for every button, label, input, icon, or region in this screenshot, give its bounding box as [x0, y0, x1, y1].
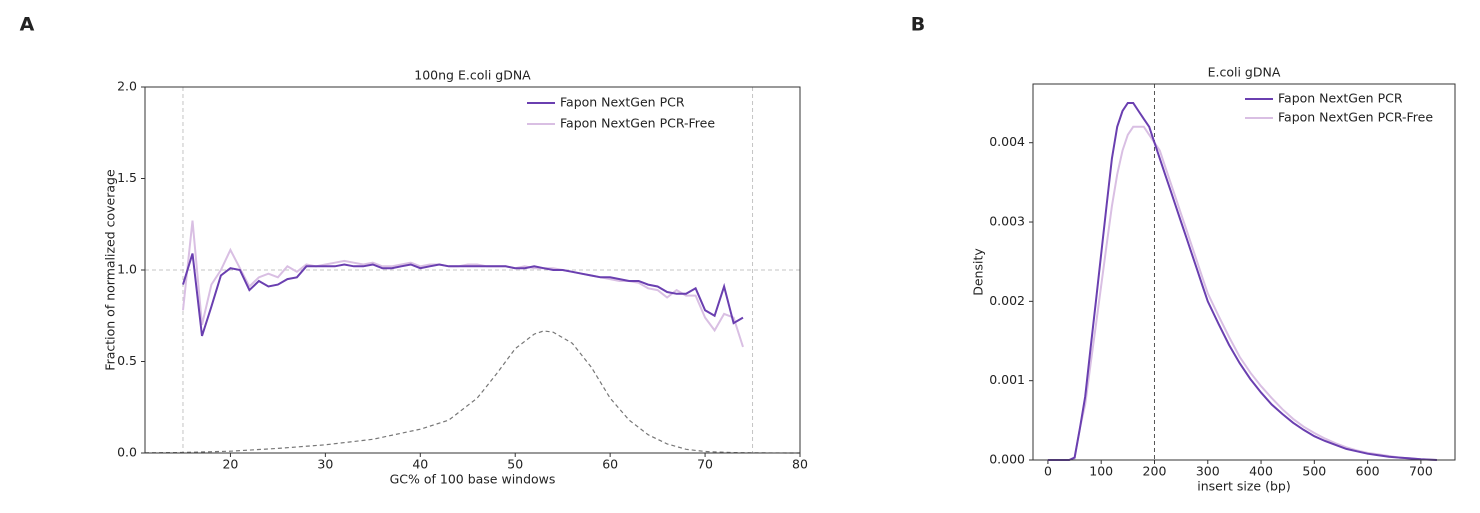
y-tick-label: 0.0	[117, 445, 137, 460]
x-tick-label: 100	[1089, 464, 1113, 479]
y-tick-label: 0.003	[989, 214, 1025, 229]
plot-frame	[1032, 83, 1456, 461]
x-tick-label: 500	[1302, 464, 1326, 479]
series-line	[1047, 102, 1437, 461]
y-tick-label: 0.5	[117, 353, 137, 368]
y-tick-label: 1.0	[117, 262, 137, 277]
legend-label: Fapon NextGen PCR	[560, 95, 685, 110]
x-tick-label: 30	[317, 457, 333, 472]
x-tick-label: 400	[1249, 464, 1273, 479]
series-line	[1047, 125, 1437, 461]
x-tick-label: 200	[1143, 464, 1167, 479]
panel-label: B	[911, 14, 925, 36]
chart-title: 100ng E.coli gDNA	[414, 68, 531, 83]
reference-curve	[144, 330, 801, 454]
panel-label: A	[20, 14, 35, 36]
legend-label: Fapon NextGen PCR	[1278, 91, 1403, 106]
chart-title: E.coli gDNA	[1208, 65, 1281, 80]
y-tick-label: 0.001	[989, 372, 1025, 387]
x-tick-label: 60	[602, 457, 618, 472]
x-tick-label: 50	[507, 457, 523, 472]
y-axis-label: Density	[971, 248, 986, 296]
x-tick-label: 70	[697, 457, 713, 472]
y-tick-label: 0.002	[989, 293, 1025, 308]
legend-label: Fapon NextGen PCR-Free	[560, 116, 715, 131]
x-axis-label: insert size (bp)	[1197, 479, 1290, 494]
x-tick-label: 600	[1356, 464, 1380, 479]
x-tick-label: 40	[412, 457, 428, 472]
y-tick-label: 0.004	[989, 134, 1025, 149]
x-tick-label: 700	[1409, 464, 1433, 479]
y-axis-label: Fraction of normalized coverage	[103, 169, 118, 371]
x-tick-label: 300	[1196, 464, 1220, 479]
y-tick-label: 2.0	[117, 79, 137, 94]
legend-label: Fapon NextGen PCR-Free	[1278, 110, 1433, 125]
plot-frame	[144, 86, 801, 454]
x-tick-label: 20	[222, 457, 238, 472]
x-tick-label: 0	[1044, 464, 1052, 479]
y-tick-label: 0.000	[989, 452, 1025, 467]
x-tick-label: 80	[792, 457, 808, 472]
x-axis-label: GC% of 100 base windows	[390, 472, 556, 487]
y-tick-label: 1.5	[117, 170, 137, 185]
series-line	[182, 253, 744, 337]
series-line	[182, 220, 744, 348]
